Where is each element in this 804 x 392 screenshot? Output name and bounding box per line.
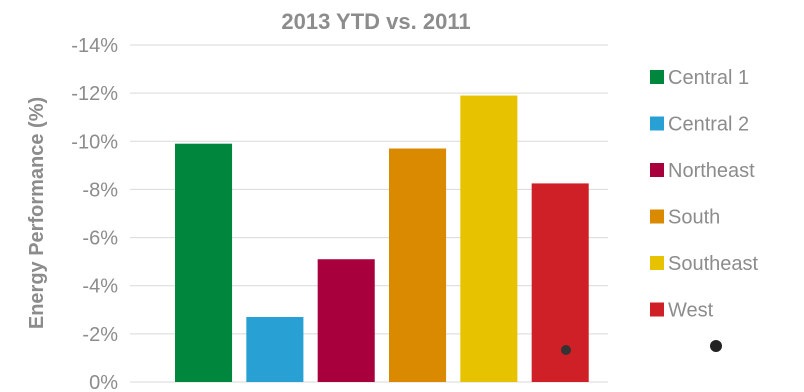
bars bbox=[175, 95, 589, 383]
bar-southeast bbox=[460, 95, 518, 383]
legend-label: Central 1 bbox=[668, 67, 749, 89]
legend-swatch bbox=[650, 209, 664, 224]
y-tick-label: -12% bbox=[71, 83, 118, 105]
y-tick-label: -8% bbox=[82, 179, 118, 201]
y-tick-label: -4% bbox=[82, 276, 118, 298]
y-tick-label: -14% bbox=[71, 35, 118, 57]
chart-title: 2013 YTD vs. 2011 bbox=[281, 9, 470, 34]
legend-swatch bbox=[650, 256, 664, 270]
y-tick-label: -2% bbox=[82, 324, 118, 346]
legend-swatch bbox=[650, 70, 664, 84]
y-axis-ticks: 0% -2% -4% -6% -8% -10% -12% -14% bbox=[71, 35, 118, 392]
y-tick-label: -6% bbox=[82, 228, 118, 250]
legend-label: Southeast bbox=[668, 253, 759, 275]
marker-dot bbox=[561, 345, 571, 355]
bar-central-1 bbox=[175, 143, 233, 382]
legend-label: Central 2 bbox=[668, 114, 749, 136]
legend-label: South bbox=[668, 207, 720, 229]
legend-swatch bbox=[650, 302, 664, 317]
legend-swatch bbox=[650, 116, 664, 131]
bar-central-2 bbox=[246, 317, 304, 382]
bar-south bbox=[389, 148, 447, 382]
bar-northeast bbox=[317, 259, 375, 382]
legend: Central 1 Central 2 Northeast South Southeas… bbox=[650, 67, 759, 322]
y-tick-label: 0% bbox=[89, 372, 118, 392]
legend-swatch bbox=[650, 163, 664, 177]
legend-label: Northeast bbox=[668, 160, 755, 182]
bar-west bbox=[531, 183, 589, 382]
y-tick-label: -10% bbox=[71, 131, 118, 153]
y-axis-label: Energy Performance (%) bbox=[26, 97, 48, 329]
legend-label: West bbox=[668, 300, 714, 322]
legend-marker-dot bbox=[710, 340, 722, 352]
